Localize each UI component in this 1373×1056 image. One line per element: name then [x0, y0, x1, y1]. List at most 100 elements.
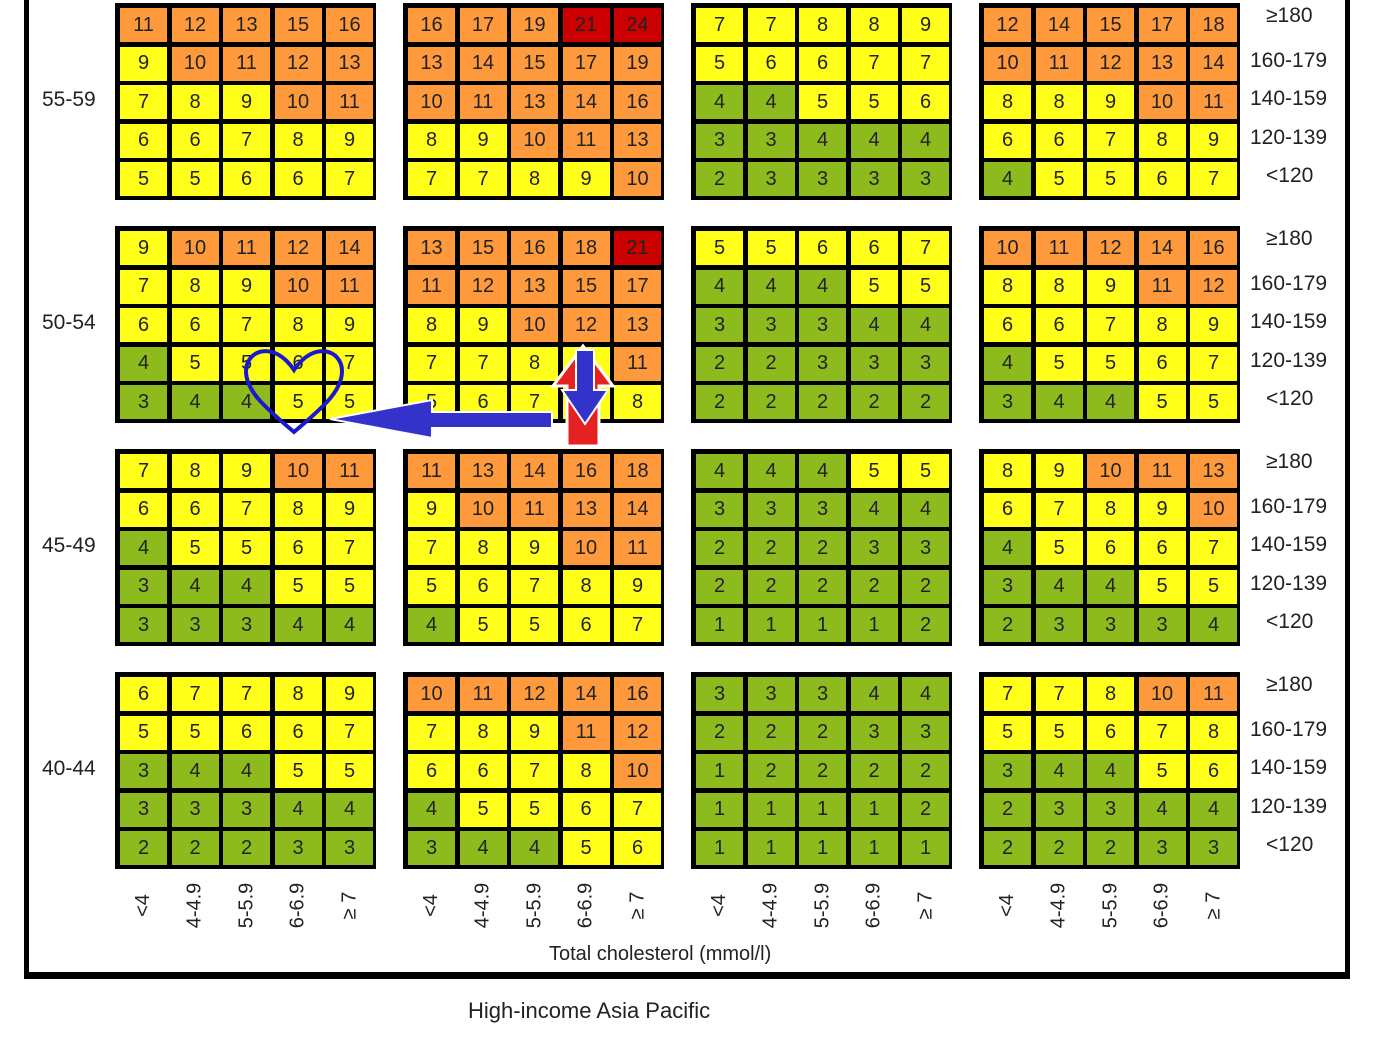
- risk-cell: 8: [1035, 85, 1083, 119]
- risk-cell: 15: [562, 269, 610, 304]
- risk-cell: 3: [223, 608, 270, 642]
- risk-cell: 5: [171, 162, 219, 196]
- bp-category-label: 140-159: [1250, 756, 1328, 779]
- risk-cell: 6: [562, 608, 610, 642]
- risk-cell: 6: [902, 85, 949, 119]
- risk-cell: 4: [1035, 385, 1083, 419]
- risk-cell: 11: [511, 492, 558, 527]
- bp-category-label: 160-179: [1250, 48, 1328, 72]
- risk-cell: 1: [850, 792, 898, 827]
- risk-cell: 7: [850, 46, 898, 81]
- risk-cell: 11: [326, 85, 373, 119]
- risk-cell: 8: [984, 454, 1031, 488]
- risk-cell: 2: [799, 569, 846, 604]
- risk-cell: 8: [1138, 308, 1186, 342]
- risk-cell: 6: [1138, 531, 1186, 565]
- risk-cell: 8: [408, 123, 455, 158]
- risk-cell: 8: [1087, 677, 1134, 711]
- risk-cell: 3: [274, 831, 322, 865]
- risk-cell: 3: [326, 831, 373, 865]
- risk-cell: 2: [747, 385, 795, 419]
- risk-cell: 6: [614, 831, 661, 865]
- bp-category-label: ≥180: [1266, 227, 1313, 250]
- age-group-label: 45-49: [42, 534, 96, 557]
- risk-cell: 7: [459, 346, 507, 381]
- risk-cell: 4: [850, 123, 898, 158]
- risk-cell: 17: [614, 269, 661, 304]
- risk-cell: 4: [223, 754, 270, 788]
- risk-cell: 2: [984, 792, 1031, 827]
- risk-cell: 2: [747, 754, 795, 788]
- risk-cell: 15: [274, 8, 322, 42]
- risk-cell: 7: [171, 677, 219, 711]
- risk-cell: 11: [1190, 85, 1237, 119]
- risk-cell: 4: [696, 454, 743, 488]
- age-group-label: 40-44: [42, 757, 96, 780]
- risk-cell: 4: [747, 269, 795, 304]
- risk-panel: 12 14 15 17 18 10 11 12 13 14 8 8 9 10 11 6 6 7 8 9 4 5 5 6 7: [979, 3, 1240, 200]
- risk-cell: 6: [984, 123, 1031, 158]
- risk-cell: 16: [1190, 231, 1237, 265]
- risk-cell: 7: [120, 269, 167, 304]
- risk-cell: 1: [799, 831, 846, 865]
- risk-cell: 8: [799, 8, 846, 42]
- risk-cell: 24: [614, 8, 661, 42]
- risk-cell: 8: [984, 269, 1031, 304]
- risk-cell: 6: [1035, 123, 1083, 158]
- risk-cell: 12: [274, 231, 322, 265]
- risk-cell: 3: [223, 792, 270, 827]
- risk-cell: 5: [1190, 569, 1237, 604]
- risk-cell: 8: [511, 346, 558, 381]
- risk-cell: 11: [223, 231, 270, 265]
- risk-cell: 7: [1087, 308, 1134, 342]
- risk-cell: 3: [984, 385, 1031, 419]
- risk-panel: 7 7 8 10 11 5 5 6 7 8 3 4 4 5 6 2 3 3 4 4 2 2 2 3 3: [979, 672, 1240, 869]
- risk-cell: 11: [1138, 454, 1186, 488]
- risk-cell: 5: [902, 269, 949, 304]
- risk-cell: 7: [223, 123, 270, 158]
- risk-cell: 2: [902, 754, 949, 788]
- risk-cell: 1: [850, 608, 898, 642]
- risk-cell: 4: [747, 454, 795, 488]
- risk-cell: 8: [408, 308, 455, 342]
- risk-cell: 7: [223, 492, 270, 527]
- risk-cell: 10: [171, 46, 219, 81]
- risk-cell: 4: [902, 677, 949, 711]
- risk-cell: 13: [459, 454, 507, 488]
- risk-cell: 4: [1087, 385, 1134, 419]
- risk-cell: 3: [120, 754, 167, 788]
- risk-cell: 8: [171, 85, 219, 119]
- risk-cell: 8: [850, 8, 898, 42]
- risk-cell: 2: [984, 608, 1031, 642]
- risk-cell: 12: [1190, 269, 1237, 304]
- risk-cell: 4: [223, 569, 270, 604]
- risk-cell: 6: [1087, 715, 1134, 750]
- risk-cell: 4: [1035, 754, 1083, 788]
- risk-cell: 3: [1190, 831, 1237, 865]
- risk-cell: 3: [984, 754, 1031, 788]
- risk-cell: 5: [171, 715, 219, 750]
- risk-cell: 11: [562, 715, 610, 750]
- risk-cell: 14: [326, 231, 373, 265]
- risk-cell: 11: [1190, 677, 1237, 711]
- risk-panel: 11 12 13 15 16 9 10 11 12 13 7 8 9 10 11 6 6 7 8 9 5 5 6 6 7: [115, 3, 376, 200]
- risk-cell: 3: [120, 385, 167, 419]
- risk-cell: 11: [408, 269, 455, 304]
- risk-cell: 10: [1087, 454, 1134, 488]
- risk-cell: 5: [1035, 162, 1083, 196]
- risk-cell: 3: [850, 531, 898, 565]
- risk-cell: 2: [747, 569, 795, 604]
- risk-cell: 2: [223, 831, 270, 865]
- risk-cell: 9: [1190, 308, 1237, 342]
- risk-cell: 9: [511, 531, 558, 565]
- risk-cell: 15: [1087, 8, 1134, 42]
- risk-cell: 5: [223, 531, 270, 565]
- risk-cell: 1: [850, 831, 898, 865]
- risk-cell: 6: [1035, 308, 1083, 342]
- risk-cell: 18: [614, 454, 661, 488]
- risk-cell: 6: [223, 715, 270, 750]
